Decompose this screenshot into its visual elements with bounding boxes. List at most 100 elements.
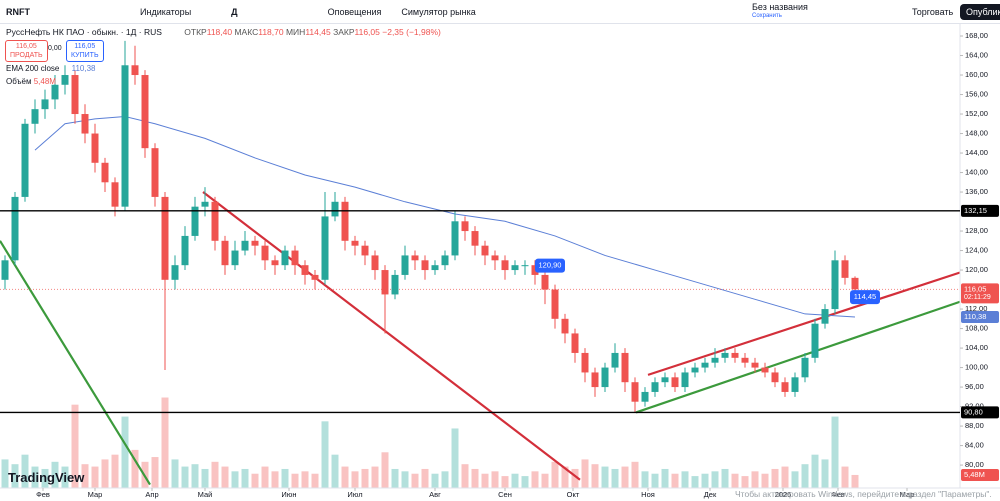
volume-bar	[1, 459, 9, 488]
trade-button[interactable]: Торговать	[912, 6, 954, 17]
volume-bar	[311, 473, 319, 488]
logo: TradingView	[8, 470, 85, 485]
layout-name[interactable]: Без названия Сохранить	[752, 3, 808, 21]
ema-name: EMA 200 close	[6, 64, 60, 73]
price-callout	[850, 290, 880, 305]
symbol-search[interactable]: RNFT	[6, 6, 30, 17]
trend-line	[647, 271, 960, 376]
volume-bar	[421, 468, 429, 488]
last-price-tag	[961, 283, 999, 304]
volume-value: 5,48M	[33, 77, 56, 86]
interval[interactable]: Д	[231, 6, 238, 17]
candle-body	[71, 75, 79, 115]
y-tick-label: 148,00	[965, 129, 988, 138]
volume-bar	[591, 464, 599, 488]
buy-label: КУПИТЬ	[71, 52, 99, 59]
ema-price-tag	[961, 310, 999, 323]
candle-body	[281, 250, 289, 266]
candle-body	[211, 201, 219, 241]
y-tick-label: 108,00	[965, 324, 988, 333]
ema-legend: EMA 200 close 110,38	[6, 64, 95, 73]
ohlc-label: ЗАКР	[333, 27, 355, 37]
x-tick-label: Ноя	[641, 490, 655, 499]
volume-bar	[511, 473, 519, 488]
candle-body	[701, 362, 709, 368]
candle-body	[231, 250, 239, 266]
candle-body	[371, 255, 379, 271]
candle-body	[81, 114, 89, 134]
candle-body	[111, 182, 119, 207]
volume-bar	[621, 466, 629, 488]
volume-bar	[611, 468, 619, 488]
volume-bar	[441, 471, 449, 488]
volume-bar	[761, 473, 769, 488]
candle-body	[341, 201, 349, 241]
ohlc-value: 114,45	[305, 27, 331, 37]
countdown-text: 02:11:29	[964, 294, 991, 301]
volume-bar	[631, 461, 639, 488]
candle-body	[351, 240, 359, 246]
replay-button[interactable]: Симулятор рынка	[401, 6, 476, 17]
volume-bar	[81, 464, 89, 488]
publish-button[interactable]: Опубликовать	[960, 3, 1000, 20]
callout-label: 114,45	[854, 292, 876, 301]
candle-body	[661, 377, 669, 383]
volume-bar	[361, 468, 369, 488]
x-tick-label: 2026	[775, 490, 792, 499]
candle-body	[121, 65, 129, 207]
volume-bar	[191, 464, 199, 488]
volume-bar	[731, 473, 739, 488]
volume-bar	[681, 471, 689, 488]
volume-bar	[501, 476, 509, 488]
change: −2,35 (−1,98%)	[382, 27, 441, 37]
y-tick-label: 152,00	[965, 109, 988, 118]
candle-body	[51, 84, 59, 100]
volume-bar	[451, 428, 459, 488]
indicators-button[interactable]: Индикаторы	[140, 6, 192, 17]
x-tick-label: Дек	[704, 490, 717, 499]
ohlc-label: МАКС	[234, 27, 259, 37]
x-tick-label: Фев	[831, 490, 845, 499]
x-tick-label: Мар	[900, 490, 915, 499]
volume-bar	[801, 464, 809, 488]
ohlc-value: 118,40	[206, 27, 233, 37]
candle-body	[811, 323, 819, 358]
sell-button[interactable]: 116,05 ПРОДАТЬ	[5, 40, 48, 62]
volume-bar	[171, 459, 179, 488]
candle-body	[631, 382, 639, 402]
candle-body	[611, 352, 619, 368]
volume-bar	[91, 466, 99, 488]
candle-body	[521, 265, 529, 267]
candle-body	[361, 245, 369, 256]
volume-bar	[251, 473, 259, 488]
candle-body	[441, 255, 449, 266]
x-tick-label: Сен	[498, 490, 512, 499]
candle-body	[331, 201, 339, 217]
candle-body	[671, 377, 679, 388]
x-tick-label: Июл	[347, 490, 362, 499]
spread: 0,00	[48, 45, 62, 52]
candle-body	[501, 260, 509, 271]
y-tick-label: 92,00	[965, 402, 984, 411]
candle-body	[271, 260, 279, 266]
volume-bar	[291, 473, 299, 488]
volume-bar	[131, 449, 139, 488]
volume-bar	[851, 474, 859, 488]
candle-body	[1, 260, 9, 280]
candle-body	[721, 352, 729, 358]
volume-bar	[721, 468, 729, 488]
candle-body	[401, 255, 409, 275]
candle-body	[381, 270, 389, 295]
volume-bar	[711, 471, 719, 488]
candle-body	[711, 357, 719, 363]
candle-body	[531, 265, 539, 275]
candle-body	[91, 133, 99, 163]
candle-body	[161, 196, 169, 280]
x-tick-label: Май	[198, 490, 213, 499]
volume-bar	[341, 466, 349, 488]
volume-legend: Объём 5,48M	[6, 77, 56, 86]
alerts-button[interactable]: Оповещения	[327, 6, 382, 17]
buy-button[interactable]: 116,05 КУПИТЬ	[66, 40, 104, 62]
ohlc-label: ОТКР	[184, 27, 207, 37]
volume-bar	[781, 466, 789, 488]
